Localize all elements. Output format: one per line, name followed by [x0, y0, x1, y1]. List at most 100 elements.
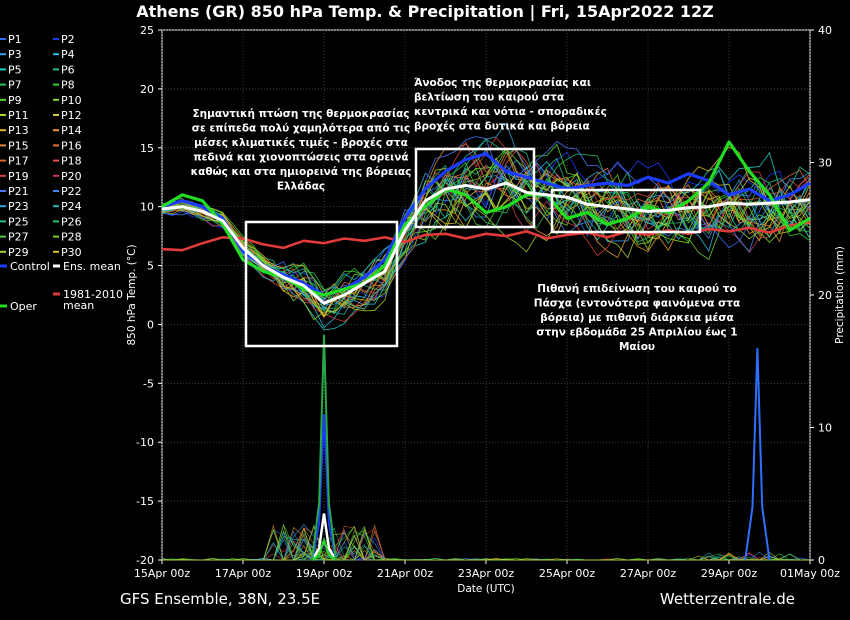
- legend-item-oper: Oper: [10, 300, 37, 313]
- y-tick-label: 0: [147, 318, 154, 331]
- legend-item-p29: P29: [8, 246, 29, 259]
- annotation-line: στην εβδομάδα 25 Απριλίου έως 1: [536, 327, 737, 339]
- legend-item-p16: P16: [61, 139, 82, 152]
- legend-item-control: Control: [10, 260, 50, 273]
- annotation-line: μέσες κλιματικές τιμές - βροχές στα: [194, 137, 408, 149]
- annotation-line: βελτίωση του καιρού στα: [414, 92, 564, 104]
- y-tick-label: -20: [136, 554, 154, 567]
- legend-item-p13: P13: [8, 124, 29, 137]
- annotation-line: Άνοδος της θερμοκρασίας και: [414, 77, 591, 89]
- annotation-line: σε επίπεδα πολύ χαμηλότερα από τις: [192, 123, 410, 135]
- x-axis: 15Apr 00z 17Apr 00z 19Apr 00z 21Apr 00z 23Ap…: [134, 560, 840, 580]
- annotation-line: Πάσχα (εντονότερα φαινόμενα στα: [534, 298, 740, 310]
- member-precip-p28: [162, 523, 810, 561]
- legend-item-1981-2010-mean: mean: [63, 299, 94, 312]
- legend-item-p19: P19: [8, 170, 29, 183]
- legend-item-p15: P15: [8, 139, 29, 152]
- precip-spike: [310, 414, 338, 561]
- legend-item-p21: P21: [8, 185, 29, 198]
- y-tick-label: -10: [136, 436, 154, 449]
- annotation-line: βροχές στα δυτικά και βόρεια: [414, 121, 590, 133]
- precip-spike: [744, 347, 771, 561]
- x-tick-label: 15Apr 00z: [134, 567, 191, 580]
- y-axis-right: 40 30 20 10 0: [810, 24, 832, 567]
- legend-item-p4: P4: [61, 48, 75, 61]
- x-tick-label: 23Apr 00z: [458, 567, 515, 580]
- series-line-ens-mean: [161, 181, 811, 305]
- legend-item-p7: P7: [8, 79, 22, 92]
- y-tick-label: 10: [140, 201, 154, 214]
- x-tick-label: 25Apr 00z: [539, 567, 596, 580]
- annotation-line: βόρεια) με πιθανή διάρκεια μέσα: [540, 312, 733, 324]
- highlighted-series: [161, 140, 811, 305]
- member-precip-p7: [162, 523, 810, 562]
- x-tick-label: 27Apr 00z: [620, 567, 677, 580]
- y-tick-label: 5: [147, 260, 154, 273]
- legend-item-p8: P8: [61, 79, 75, 92]
- y-axis-left: 25 20 15 10 5 0 -5 -10 -15 -20: [136, 24, 162, 567]
- annotation-rise-text: Άνοδος της θερμοκρασίας και βελτίωση του …: [414, 77, 607, 133]
- y-right-tick-label: 40: [818, 24, 832, 37]
- member-line-p28: [161, 147, 811, 317]
- legend-item-p10: P10: [61, 94, 82, 107]
- legend-item-1981-2010-mean: 1981-2010: [63, 288, 123, 301]
- legend-item-p26: P26: [61, 215, 82, 228]
- legend-item-p14: P14: [61, 124, 82, 137]
- legend-item-p9: P9: [8, 94, 22, 107]
- member-line-p16: [161, 158, 811, 311]
- legend: P1 P2 P3 P4 P5 P6 P7 P8 P9 P10 P11 P12 P13 P14 P15 P16 P…: [0, 33, 123, 313]
- legend-item-p3: P3: [8, 48, 22, 61]
- precip-spike: [310, 334, 338, 561]
- series-line-1981-2010-mean: [161, 220, 811, 252]
- legend-item-p27: P27: [8, 231, 29, 244]
- x-tick-label: 21Apr 00z: [377, 567, 434, 580]
- annotation-line: Πιθανή επιδείνωση του καιρού το: [537, 283, 736, 295]
- legend-item-p12: P12: [61, 109, 82, 122]
- y-axis-label-right: Precipitation (mm): [834, 246, 846, 344]
- legend-item-ens-mean: Ens. mean: [63, 260, 121, 273]
- legend-item-p2: P2: [61, 33, 75, 46]
- legend-item-p24: P24: [61, 200, 82, 213]
- annotation-worsen-text: Πιθανή επιδείνωση του καιρού το Πάσχα (εν…: [534, 283, 740, 353]
- precipitation-bars: [310, 334, 771, 561]
- member-precip-p10: [162, 523, 810, 561]
- legend-item-p5: P5: [8, 63, 22, 76]
- y-tick-label: -15: [136, 495, 154, 508]
- footer-source: GFS Ensemble, 38N, 23.5E: [120, 590, 320, 608]
- legend-item-p1: P1: [8, 33, 22, 46]
- legend-item-p17: P17: [8, 155, 29, 168]
- annotation-line: κεντρικά και νότια - σποραδικές: [414, 106, 607, 118]
- y-right-tick-label: 0: [818, 554, 825, 567]
- member-precip-p30: [162, 525, 810, 561]
- legend-item-p11: P11: [8, 109, 29, 122]
- precip-spike: [310, 513, 338, 561]
- precip-spike: [311, 536, 337, 561]
- legend-item-p18: P18: [61, 155, 82, 168]
- legend-item-p28: P28: [61, 231, 82, 244]
- legend-item-p30: P30: [61, 246, 82, 259]
- legend-item-p6: P6: [61, 63, 75, 76]
- x-tick-label: 29Apr 00z: [701, 567, 758, 580]
- y-tick-label: 20: [140, 83, 154, 96]
- annotation-box-drop: [244, 220, 399, 348]
- y-right-tick-label: 10: [818, 422, 832, 435]
- y-tick-label: -5: [143, 377, 154, 390]
- x-axis-label: Date (UTC): [457, 583, 514, 595]
- footer-site: Wetterzentrale.de: [660, 590, 795, 608]
- annotation-line: καθώς και στα ημιορεινά της βόρειας: [191, 166, 412, 178]
- annotation-line: Σημαντική πτώση της θερμοκρασίας: [192, 108, 409, 120]
- y-tick-label: 15: [140, 142, 154, 155]
- legend-item-p25: P25: [8, 215, 29, 228]
- legend-item-p22: P22: [61, 185, 82, 198]
- legend-item-p23: P23: [8, 200, 29, 213]
- member-precip-p14: [162, 523, 810, 562]
- chart-title: Athens (GR) 850 hPa Temp. & Precipitatio…: [136, 2, 714, 22]
- y-tick-label: 25: [140, 24, 154, 37]
- series-line-oper: [161, 140, 811, 297]
- annotation-line: πεδινά και χιονοπτώσεις στα ορεινά: [193, 152, 408, 164]
- annotation-line: Μαίου: [619, 341, 655, 353]
- legend-item-p20: P20: [61, 170, 82, 183]
- annotation-drop-text: Σημαντική πτώση της θερμοκρασίας σε επίπε…: [191, 108, 412, 193]
- y-right-tick-label: 20: [818, 289, 832, 302]
